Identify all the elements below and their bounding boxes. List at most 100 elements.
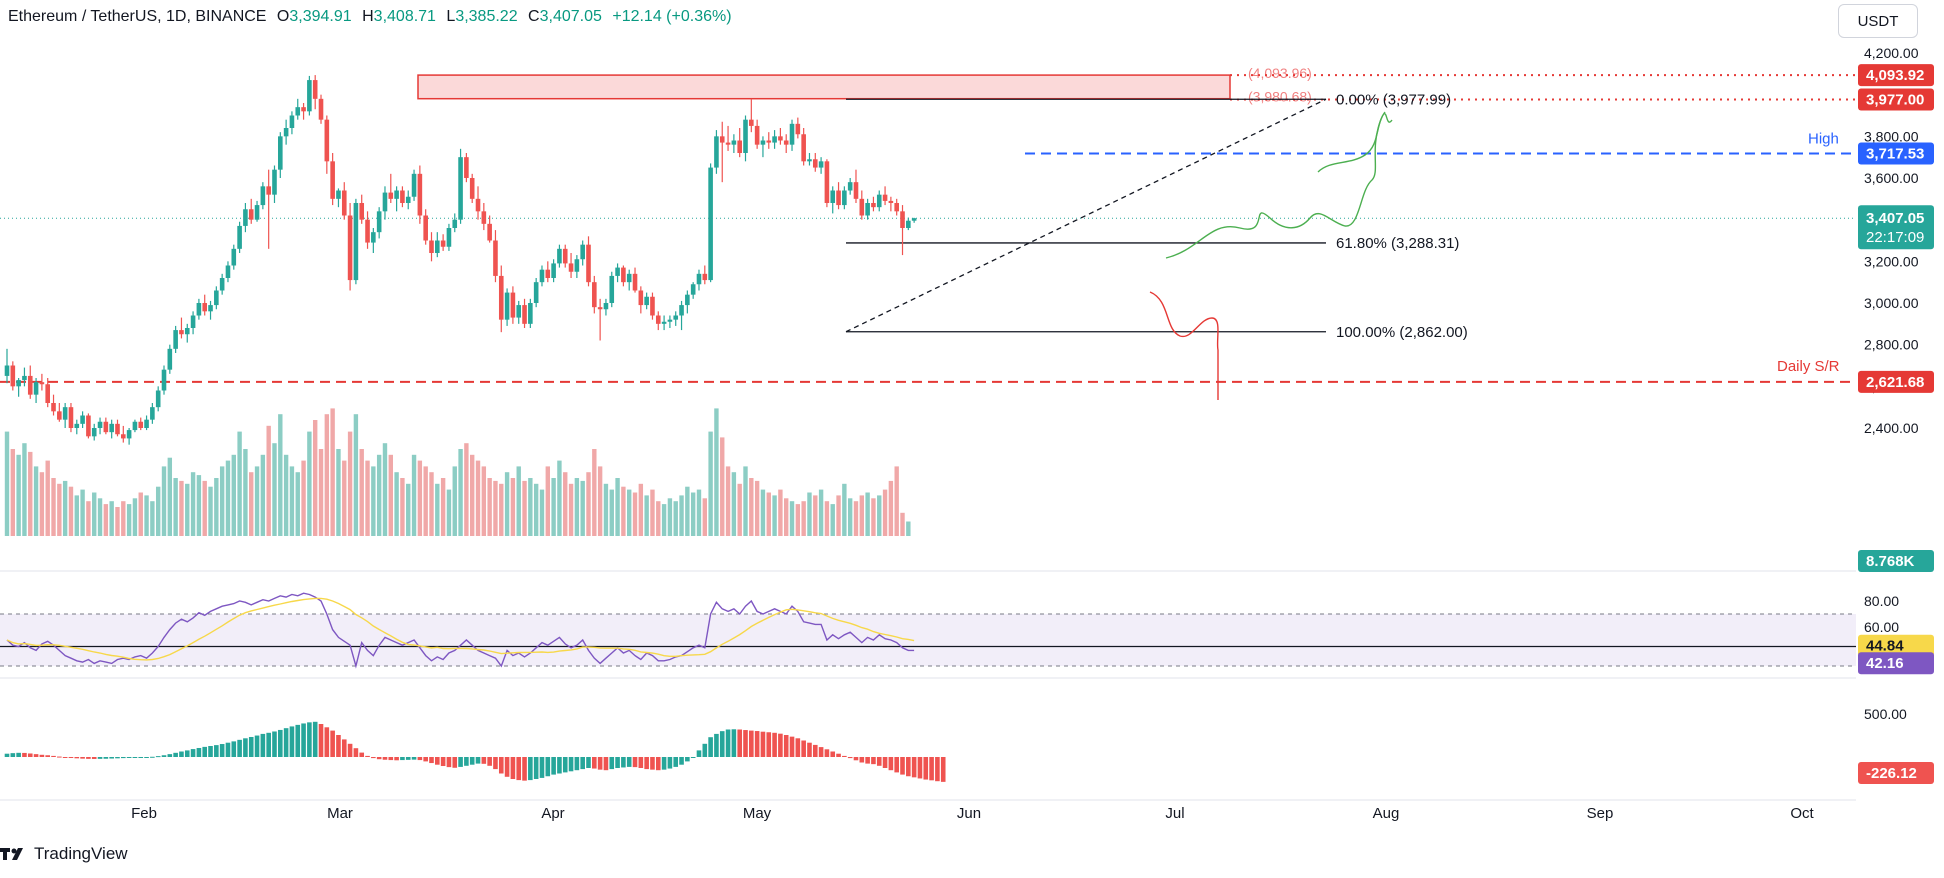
volume-bar <box>126 504 132 536</box>
symbol-legend: Ethereum / TetherUS, 1D, BINANCE O3,394.… <box>8 8 732 26</box>
rsi-value-label: 42.16 <box>1866 655 1904 672</box>
macd-bar <box>533 757 539 779</box>
macd-bar <box>150 756 155 758</box>
candle-body <box>22 375 27 381</box>
macd-bar <box>74 757 80 759</box>
macd-bar <box>138 757 144 758</box>
volume-bar <box>470 454 475 536</box>
volume-bar <box>481 466 487 536</box>
candle-body <box>103 421 109 433</box>
candle-body <box>533 282 539 303</box>
candle-body <box>714 136 719 168</box>
candle-body <box>644 296 649 306</box>
volume-bar <box>522 480 527 536</box>
time-axis-label: Apr <box>541 805 564 822</box>
candle-body <box>911 218 917 221</box>
volume-bar <box>115 507 120 536</box>
volume-bar <box>673 501 678 536</box>
macd-bar <box>504 757 510 777</box>
volume-bar <box>789 501 795 536</box>
macd-bar <box>626 757 632 767</box>
volume-bar <box>33 466 39 536</box>
macd-bar <box>382 757 388 760</box>
candle-body <box>557 248 562 264</box>
macd-bar <box>359 752 365 757</box>
volume-bar <box>685 486 690 536</box>
symbol-title[interactable]: Ethereum / TetherUS, 1D, BINANCE <box>8 8 267 25</box>
candle-body <box>655 315 661 324</box>
candle-body <box>818 161 824 168</box>
candle-body <box>772 136 777 143</box>
volume-bar <box>86 501 91 536</box>
candle-body <box>882 194 888 201</box>
macd-bar <box>929 757 934 781</box>
volume-bar <box>103 504 109 536</box>
candle-body <box>68 407 74 428</box>
macd-bar <box>440 757 446 767</box>
candle-body <box>190 315 196 328</box>
macd-bar <box>388 757 394 761</box>
volume-bar <box>568 483 574 536</box>
volume-bar <box>842 483 847 536</box>
last-price-box <box>1858 205 1934 250</box>
volume-label: 8.768K <box>1866 553 1915 570</box>
candle-body <box>167 348 173 370</box>
candle-body <box>318 98 324 120</box>
macd-bar <box>51 755 56 757</box>
macd-bar <box>696 750 702 757</box>
volume-bar <box>900 512 905 536</box>
candle-body <box>464 157 469 178</box>
volume-bar <box>167 457 173 536</box>
macd-bar <box>458 757 463 767</box>
currency-selector[interactable]: USDT <box>1838 4 1918 38</box>
macd-bar <box>469 757 475 765</box>
volume-bar <box>754 480 760 536</box>
candle-body <box>400 190 405 203</box>
candle-body <box>16 380 21 387</box>
volume-bar <box>219 466 225 536</box>
label-3977-bg <box>1858 88 1934 111</box>
volume-bar <box>347 431 353 536</box>
time-axis-label: Feb <box>131 805 157 822</box>
candle-body <box>289 115 295 128</box>
volume-bar <box>772 495 777 536</box>
candle-body <box>824 161 830 203</box>
candle-body <box>685 294 690 306</box>
time-axis-label: May <box>743 805 772 822</box>
macd-bar <box>179 751 184 757</box>
candle-body <box>353 203 359 281</box>
candle-body <box>39 382 45 385</box>
candle-body <box>498 275 504 320</box>
rsi-ma-box <box>1858 634 1934 657</box>
volume-bar <box>743 466 748 536</box>
close-value: 3,407.05 <box>539 8 602 25</box>
candle-body <box>562 248 568 264</box>
macd-bar <box>196 747 202 757</box>
macd-bar <box>353 748 359 757</box>
tradingview-logo[interactable]: TradingView <box>0 844 128 864</box>
macd-bar <box>830 751 836 757</box>
volume-bar <box>440 478 446 536</box>
volume-bar <box>557 460 562 536</box>
volume-bar <box>708 431 713 536</box>
candle-body <box>731 140 737 145</box>
macd-bar <box>452 757 458 768</box>
volume-bar <box>330 408 335 536</box>
volume-bar <box>406 483 411 536</box>
macd-bar <box>894 757 899 773</box>
volume-bar <box>150 501 155 536</box>
volume-label-bg <box>1858 550 1934 572</box>
candle-body <box>836 190 841 206</box>
volume-bar <box>824 501 830 536</box>
volume-bar <box>411 454 417 536</box>
volume-bar <box>853 501 859 536</box>
macd-bar <box>510 757 516 779</box>
candle-body <box>219 278 225 291</box>
time-axis-label: Aug <box>1373 805 1400 822</box>
fib-trend-line <box>845 98 1327 333</box>
price-tick-label: 2,400.00 <box>1864 420 1919 436</box>
volume-bar <box>464 443 469 536</box>
candle-body <box>452 219 458 228</box>
volume-bar <box>609 489 614 536</box>
